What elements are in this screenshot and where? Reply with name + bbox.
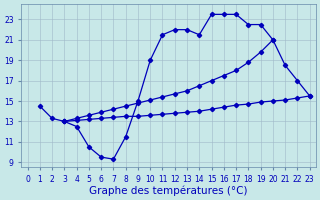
X-axis label: Graphe des températures (°C): Graphe des températures (°C)	[89, 185, 248, 196]
